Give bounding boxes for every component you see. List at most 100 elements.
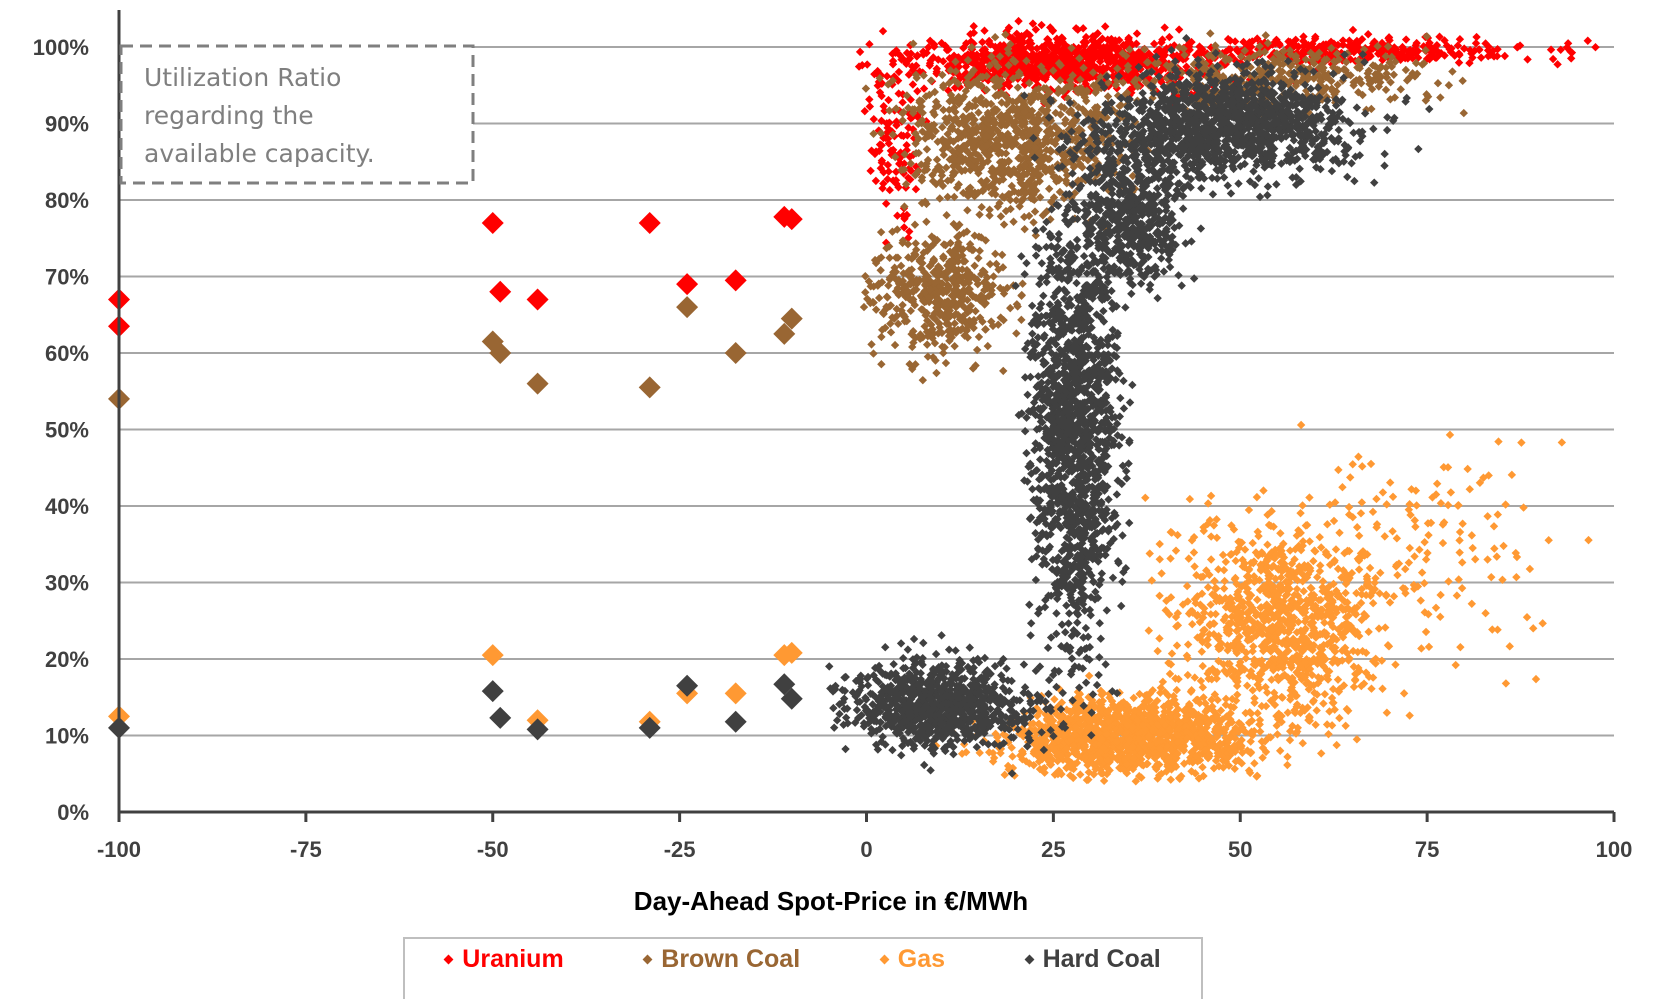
cloud-point (1369, 599, 1377, 607)
cloud-point (1017, 316, 1025, 324)
cloud-point (1050, 695, 1058, 703)
cloud-point (1434, 79, 1442, 87)
cloud-point (1008, 752, 1016, 760)
cloud-point (877, 333, 885, 341)
cloud-point (982, 325, 990, 333)
cloud-point (1355, 565, 1363, 573)
cloud-point (1286, 736, 1294, 744)
cloud-point (1381, 623, 1389, 631)
cloud-point (912, 185, 920, 193)
cloud-point (1014, 17, 1022, 25)
cloud-point (860, 303, 868, 311)
cloud-point (1299, 739, 1307, 747)
cloud-point (980, 26, 988, 34)
cloud-point (884, 96, 892, 104)
cloud-point (1523, 55, 1531, 63)
cloud-point (1037, 21, 1045, 29)
cloud-point (885, 106, 893, 114)
cloud-point (1250, 694, 1258, 702)
cloud-point (976, 247, 984, 255)
cloud-point (1305, 493, 1313, 501)
cloud-point (1006, 304, 1014, 312)
cloud-point (1332, 741, 1340, 749)
cloud-point (1393, 571, 1401, 579)
cloud-point (1198, 647, 1206, 655)
cloud-point (1501, 52, 1509, 60)
cloud-point (1250, 759, 1258, 767)
cloud-point (1186, 495, 1194, 503)
cloud-point (975, 210, 983, 218)
cloud-point (942, 359, 950, 367)
cloud-point (877, 360, 885, 368)
cloud-point (970, 262, 978, 270)
cloud-point (866, 167, 874, 175)
cloud-point (1253, 493, 1261, 501)
cloud-point (1206, 29, 1214, 37)
cloud-point (1241, 545, 1249, 553)
cloud-point (927, 76, 935, 84)
cloud-point (1133, 29, 1141, 37)
cloud-point (1402, 66, 1410, 74)
cloud-point (1567, 54, 1575, 62)
cloud-point (883, 293, 891, 301)
cloud-point (1166, 554, 1174, 562)
cloud-point (950, 342, 958, 350)
cloud-point (1402, 35, 1410, 43)
cloud-point (1313, 706, 1321, 714)
cloud-point (875, 294, 883, 302)
cloud-point (991, 250, 999, 258)
cloud-point (1445, 81, 1453, 89)
cloud-point (1455, 58, 1463, 66)
cloud-point (977, 203, 985, 211)
cloud-point (933, 156, 941, 164)
cloud-point (1448, 67, 1456, 75)
cloud-point (1220, 577, 1228, 585)
cloud-point (877, 228, 885, 236)
cloud-point (1456, 35, 1464, 43)
cloud-point (989, 272, 997, 280)
cloud-point (998, 251, 1006, 259)
cloud-point (1207, 492, 1215, 500)
cloud-point (1188, 620, 1196, 628)
cloud-point (1382, 86, 1390, 94)
cloud-point (1101, 22, 1109, 30)
cloud-point (1276, 747, 1284, 755)
cloud-point (891, 341, 899, 349)
cloud-point (936, 194, 944, 202)
cloud-point (872, 177, 880, 185)
cloud-point (1262, 31, 1270, 39)
cloud-point (975, 333, 983, 341)
cloud-point (1210, 577, 1218, 585)
cloud-point (932, 369, 940, 377)
cloud-point (1146, 549, 1154, 557)
cloud-point (1012, 329, 1020, 337)
cloud-point (909, 80, 917, 88)
cloud-point (883, 72, 891, 80)
cloud-point (870, 115, 878, 123)
cloud-point (1253, 709, 1261, 717)
cloud-point (1190, 562, 1198, 570)
cloud-point (923, 145, 931, 153)
cloud-point (1167, 775, 1175, 783)
cloud-point (1259, 486, 1267, 494)
cloud-point (986, 260, 994, 268)
cloud-point (1283, 753, 1291, 761)
cloud-point (963, 206, 971, 214)
cloud-point (1355, 532, 1363, 540)
cloud-point (1175, 25, 1183, 33)
cloud-point (1477, 53, 1485, 61)
cloud-point (867, 340, 875, 348)
cloud-point (1324, 730, 1332, 738)
cloud-point (1020, 225, 1028, 233)
cloud-point (1045, 185, 1053, 193)
cloud-point (1335, 714, 1343, 722)
cloud-point (1009, 218, 1017, 226)
cloud-point (985, 206, 993, 214)
cloud-point (922, 218, 930, 226)
cloud-point (1349, 26, 1357, 34)
data-clouds (825, 17, 1600, 786)
cloud-point (1263, 541, 1271, 549)
cloud-point (970, 22, 978, 30)
cloud-point (1319, 699, 1327, 707)
